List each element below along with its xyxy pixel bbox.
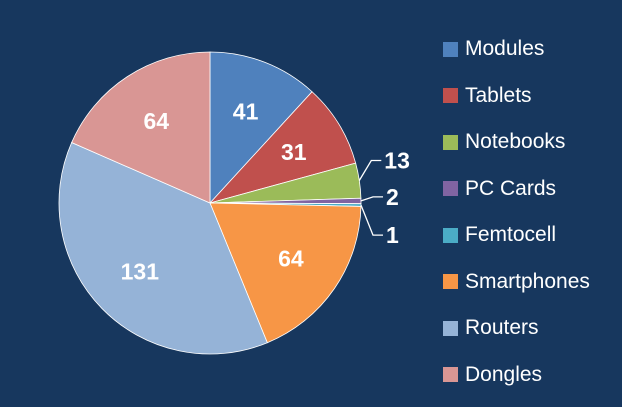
legend-label: Routers [465,316,539,340]
data-label-modules: 41 [233,99,259,125]
legend-label: Modules [465,37,545,61]
legend-item-tablets: Tablets [443,73,618,120]
legend-item-femtocell: Femtocell [443,212,618,259]
legend-swatch [443,134,458,150]
data-label-notebooks: 13 [384,148,410,174]
legend-swatch [443,88,458,104]
legend-swatch [443,227,458,243]
legend-label: Smartphones [465,269,590,293]
legend-label: PC Cards [465,176,557,200]
legend-swatch [443,274,458,290]
legend-item-pc-cards: PC Cards [443,166,618,213]
legend-item-notebooks: Notebooks [443,119,618,166]
legend-swatch [443,367,458,383]
leader-line-pc-cards [360,196,383,202]
legend-swatch [443,320,458,336]
legend-item-smartphones: Smartphones [443,259,618,306]
legend-swatch [443,181,458,197]
pie-slice-dongles [71,51,211,204]
legend-swatch [443,41,458,57]
data-label-dongles: 64 [144,108,170,134]
legend: Modules Tablets Notebooks PC Cards Femtocell… [443,26,618,398]
legend-label: Dongles [465,362,543,386]
leader-line-femtocell [360,204,383,236]
data-label-femtocell: 1 [386,222,399,248]
data-label-smartphones: 64 [278,246,304,272]
legend-item-dongles: Dongles [443,352,618,399]
pie-slice-smartphones [209,202,362,344]
legend-label: Tablets [465,83,532,107]
data-label-pc-cards: 2 [386,184,399,210]
pie-slice-tablets [208,91,357,204]
legend-label: Femtocell [465,223,557,247]
data-label-routers: 131 [121,259,160,285]
pie-slice-modules [209,51,313,205]
pie-slice-routers [58,142,268,355]
legend-item-routers: Routers [443,305,618,352]
data-label-tablets: 31 [281,139,307,165]
legend-item-modules: Modules [443,26,618,73]
leader-line-notebooks [358,159,382,181]
legend-label: Notebooks [465,130,566,154]
